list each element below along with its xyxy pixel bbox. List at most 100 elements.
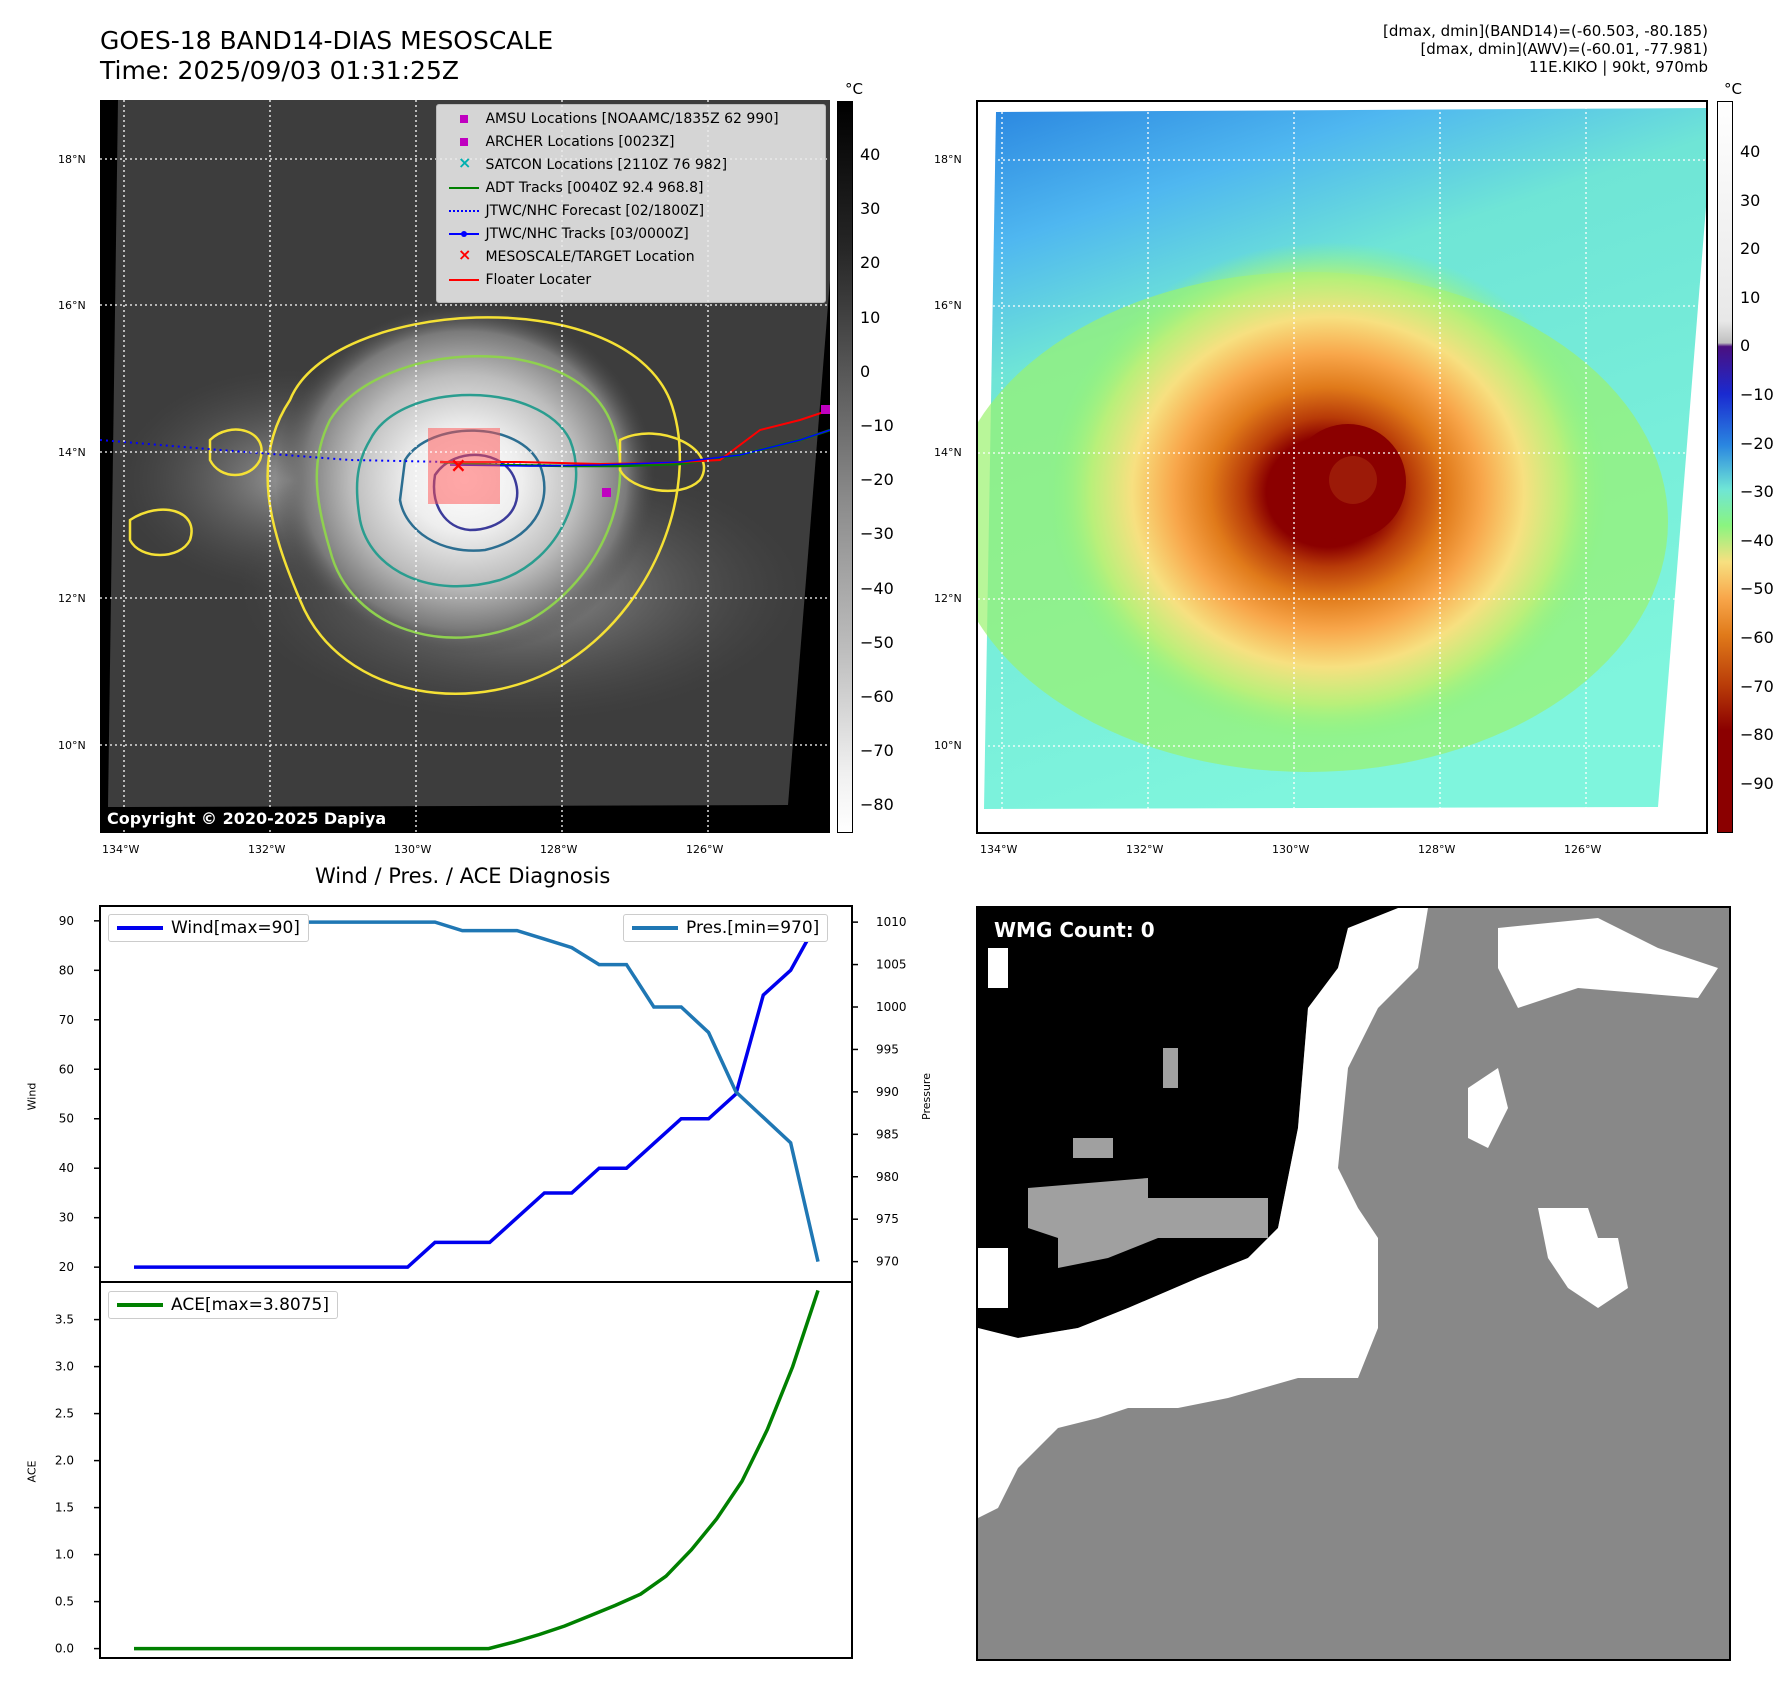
lon-label: 134°W: [980, 843, 1018, 856]
enh-colorbar-tick: −90: [1740, 773, 1774, 793]
wind-pres-axes: [99, 905, 853, 1283]
wmg-white-patch: [1498, 918, 1718, 1008]
line-icon: [117, 926, 163, 930]
wind-tick-label: 70: [59, 1013, 74, 1027]
pressure-ylabel: Pressure: [919, 1073, 933, 1120]
enh-colorbar-tick: −50: [1740, 579, 1774, 599]
lon-label: 126°W: [1564, 843, 1602, 856]
wind-ylabel: Wind: [25, 1082, 39, 1111]
ir-colorbar-tick: −20: [860, 470, 894, 490]
dotted-line-icon: [449, 210, 479, 212]
ace-legend: ACE[max=3.8075]: [108, 1291, 338, 1319]
legend-item-archer: ARCHER Locations [0023Z]: [447, 132, 675, 154]
pressure-tick-label: 990: [876, 1085, 899, 1099]
pressure-tick-label: 980: [876, 1170, 899, 1184]
wind-tick-label: 20: [59, 1260, 74, 1274]
lon-label: 134°W: [102, 843, 140, 856]
map-legend: AMSU Locations [NOAAMC/1835Z 62 990] ARC…: [436, 104, 826, 303]
legend-item-adt: ADT Tracks [0040Z 92.4 968.8]: [447, 178, 704, 200]
wmg-gray-speck: [1073, 1138, 1113, 1158]
ace-tick-label: 1.0: [55, 1548, 74, 1562]
line-icon: [449, 279, 479, 281]
wind-legend-label: Wind[max=90]: [171, 918, 300, 938]
wind-tick-label: 60: [59, 1062, 74, 1076]
square-icon: [460, 138, 468, 146]
ace-ylabel: ACE: [25, 1460, 39, 1483]
square-icon: [460, 115, 468, 123]
pressure-tick-label: 1000: [876, 1000, 907, 1014]
lon-label: 128°W: [1418, 843, 1456, 856]
enh-colorbar-unit: °C: [1724, 80, 1742, 98]
target-marker: ×: [450, 453, 467, 477]
legend-item-amsu: AMSU Locations [NOAAMC/1835Z 62 990]: [447, 109, 779, 131]
wmg-white-band: [978, 908, 1428, 1518]
pressure-tick-label: 975: [876, 1212, 899, 1226]
wmg-gray-speck: [1163, 1048, 1178, 1088]
enh-colorbar-tick: −30: [1740, 482, 1774, 502]
ir-satellite-panel: × Copyright © 2020-2025 Dapiya AMSU Loca…: [100, 100, 830, 833]
ir-colorbar-tick: 0: [860, 361, 871, 381]
wmg-white-ring: [1538, 1208, 1628, 1308]
info-band14: [dmax, dmin](BAND14)=(-60.503, -80.185): [1383, 22, 1708, 40]
pressure-legend-label: Pres.[min=970]: [686, 918, 820, 938]
wind-tick-label: 50: [59, 1112, 74, 1126]
target-box: [428, 428, 500, 504]
dot-icon: [461, 231, 467, 237]
ir-colorbar-tick: −80: [860, 795, 894, 815]
enhanced-satellite-image: [978, 102, 1706, 832]
pressure-tick-label: 970: [876, 1255, 899, 1269]
pressure-axis-ticks: 970 975 980 985 990 995 1000 1005 1010: [852, 915, 907, 1269]
wmg-gray-patch: [1028, 1178, 1268, 1268]
lat-label: 12°N: [58, 592, 86, 605]
diagnosis-title: Wind / Pres. / ACE Diagnosis: [315, 864, 611, 888]
lon-label: 132°W: [248, 843, 286, 856]
pressure-tick-label: 1010: [876, 915, 907, 929]
enh-colorbar-tick: −40: [1740, 530, 1774, 550]
pressure-tick-label: 985: [876, 1127, 899, 1141]
ir-colorbar-tick: 30: [860, 199, 881, 219]
diagnosis-chart: 20 30 40 50 60 70 80 90 970 975 980 985 990 995 1000 1…: [55, 905, 907, 1659]
enh-colorbar-tick: 10: [1740, 287, 1761, 307]
enhanced-satellite-panel: [976, 100, 1708, 834]
line-icon: [117, 1303, 163, 1307]
chart-title: GOES-18 BAND14-DIAS MESOSCALE: [100, 26, 554, 55]
lat-label: 10°N: [934, 739, 962, 752]
archer-marker: [821, 405, 830, 414]
wmg-white-speck: [978, 1248, 1008, 1308]
lon-label: 130°W: [1272, 843, 1310, 856]
ir-colorbar-tick: −70: [860, 741, 894, 761]
info-block: [dmax, dmin](BAND14)=(-60.503, -80.185) …: [1383, 22, 1708, 76]
legend-item-satcon: × SATCON Locations [2110Z 76 982]: [458, 153, 728, 173]
line-icon: [449, 187, 479, 189]
enh-eye: [1329, 456, 1377, 504]
ir-colorbar-tick: −50: [860, 632, 894, 652]
ir-colorbar-tick: 10: [860, 307, 881, 327]
ir-colorbar-tick: 20: [860, 253, 881, 273]
ace-tick-label: 2.0: [55, 1454, 74, 1468]
wmg-count-label: WMG Count: 0: [984, 914, 1165, 946]
lat-label: 12°N: [934, 592, 962, 605]
lat-label: 14°N: [58, 446, 86, 459]
enh-colorbar: [1717, 101, 1733, 833]
pressure-legend: Pres.[min=970]: [623, 914, 829, 942]
lon-label: 128°W: [540, 843, 578, 856]
ir-colorbar-tick: −10: [860, 416, 894, 435]
ir-colorbar-unit: °C: [845, 80, 863, 98]
chart-time: Time: 2025/09/03 01:31:25Z: [100, 56, 459, 85]
info-awv: [dmax, dmin](AWV)=(-60.01, -77.981): [1420, 40, 1708, 58]
ace-axis-ticks: 0.0 0.5 1.0 1.5 2.0 2.5 3.0 3.5: [55, 1313, 100, 1656]
ir-colorbar-tick: −40: [860, 578, 894, 598]
wmg-white-speck: [988, 948, 1008, 988]
wind-legend: Wind[max=90]: [108, 914, 309, 942]
wind-tick-label: 80: [59, 963, 74, 977]
wmg-mask-panel: WMG Count: 0: [976, 906, 1731, 1661]
ace-tick-label: 3.0: [55, 1360, 74, 1374]
lat-label: 18°N: [934, 153, 962, 166]
enh-colorbar-tick: 40: [1740, 142, 1761, 161]
ace-tick-label: 0.5: [55, 1595, 74, 1609]
enh-colorbar-tick: −70: [1740, 676, 1774, 696]
enh-colorbar-tick: 30: [1740, 190, 1761, 210]
legend-item-floater: Floater Locater: [447, 270, 591, 292]
wind-tick-label: 90: [59, 914, 74, 928]
ir-colorbar-tick: −30: [860, 524, 894, 544]
